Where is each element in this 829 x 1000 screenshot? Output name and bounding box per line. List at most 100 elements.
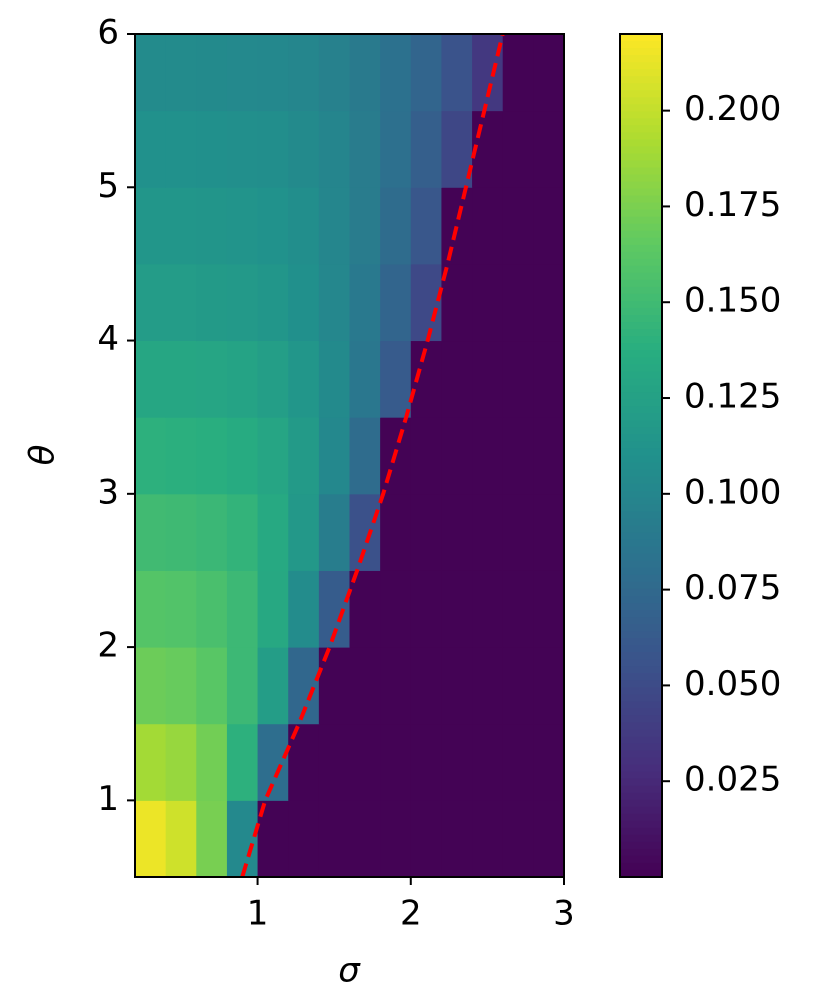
heatmap-cell	[318, 417, 350, 495]
heatmap-cell	[288, 417, 320, 495]
x-tick-label: 1	[247, 894, 269, 934]
colorbar-segment	[620, 645, 662, 653]
colorbar-segment	[620, 729, 662, 738]
heatmap-cell	[226, 800, 259, 878]
heatmap-cell	[257, 723, 289, 801]
colorbar-segment	[620, 230, 662, 239]
heatmap-cell	[349, 340, 381, 418]
colorbar-segment	[620, 455, 662, 464]
colorbar-segment	[620, 680, 662, 688]
heatmap-cell	[257, 263, 289, 342]
x-tick-label: 2	[400, 894, 422, 934]
colorbar-segment	[620, 567, 662, 576]
heatmap-cell	[472, 493, 504, 571]
colorbar-segment	[620, 581, 662, 590]
heatmap-cell	[288, 263, 320, 342]
heatmap-cell	[257, 570, 289, 648]
colorbar-segment	[620, 371, 662, 379]
colorbar-segment	[620, 237, 662, 246]
heatmap-cell	[135, 110, 167, 188]
heatmap-cell	[226, 110, 259, 188]
heatmap-cell	[196, 263, 228, 342]
colorbar-segment	[620, 553, 662, 562]
colorbar-segment	[620, 469, 662, 478]
heatmap-cell	[165, 800, 197, 878]
heatmap-cell	[196, 187, 228, 265]
y-tick-label: 6	[97, 13, 119, 53]
heatmap-cell	[135, 417, 167, 495]
heatmap-cell	[502, 187, 534, 265]
colorbar-segment	[620, 574, 662, 583]
heatmap-cell	[318, 187, 350, 265]
colorbar-segment	[620, 434, 662, 443]
heatmap-cell	[472, 263, 504, 342]
heatmap-cell	[502, 110, 534, 188]
heatmap-cell	[257, 417, 289, 495]
colorbar-segment	[620, 546, 662, 555]
colorbar-segment	[620, 83, 662, 91]
colorbar-segment	[620, 174, 662, 183]
colorbar-segment	[620, 293, 662, 302]
colorbar-segment	[620, 420, 662, 428]
colorbar-segment	[620, 518, 662, 527]
colorbar-segment	[620, 603, 662, 611]
colorbar-segment	[620, 813, 662, 822]
colorbar-segment	[620, 869, 662, 878]
heatmap-cell	[533, 187, 565, 265]
heatmap-cell	[349, 417, 381, 495]
colorbar-segment	[620, 315, 662, 323]
heatmap-cell	[226, 417, 259, 495]
heatmap-cell	[533, 34, 565, 112]
heatmap-cell	[226, 493, 259, 571]
heatmap-cell	[318, 263, 350, 342]
colorbar-segment	[620, 188, 662, 197]
heatmap-cell	[349, 263, 381, 342]
colorbar-segment	[620, 160, 662, 169]
colorbar-segment	[620, 399, 662, 407]
heatmap-cell	[226, 34, 259, 112]
heatmap-cell	[441, 493, 473, 571]
heatmap-cell	[196, 493, 228, 571]
colorbar-segment	[620, 216, 662, 225]
colorbar-segment	[620, 525, 662, 534]
colorbar-segment	[620, 511, 662, 520]
colorbar-segment	[620, 406, 662, 414]
heatmap-cell	[165, 263, 197, 342]
colorbar-segment	[620, 167, 662, 176]
colorbar-segment	[620, 48, 662, 56]
heatmap-cell	[226, 723, 259, 801]
colorbar-segment	[620, 202, 662, 211]
colorbar-segment	[620, 778, 662, 787]
heatmap-cell	[533, 723, 565, 801]
colorbar-segment	[620, 69, 662, 77]
heatmap-cell	[349, 647, 381, 725]
heatmap-cell	[226, 263, 259, 342]
colorbar-segment	[620, 792, 662, 801]
colorbar-segment	[620, 490, 662, 499]
heatmap-cell	[349, 110, 381, 188]
colorbar-segment	[620, 413, 662, 421]
heatmap-cell	[257, 187, 289, 265]
colorbar-segment	[620, 820, 662, 829]
colorbar-segment	[620, 300, 662, 309]
heatmap-cell	[533, 263, 565, 342]
heatmap-cell	[533, 493, 565, 571]
colorbar-segment	[620, 462, 662, 471]
colorbar-segment	[620, 722, 662, 731]
heatmap-cell	[410, 723, 442, 801]
y-tick-label: 2	[97, 626, 119, 666]
heatmap-cell	[472, 723, 504, 801]
heatmap-cell	[257, 647, 289, 725]
colorbar-segment	[620, 132, 662, 140]
colorbar-segment	[620, 181, 662, 190]
heatmap-cell	[533, 417, 565, 495]
heatmap-cell	[441, 647, 473, 725]
colorbar-segment	[620, 307, 662, 316]
x-tick-label: 3	[553, 894, 575, 934]
heatmap-cell	[441, 570, 473, 648]
colorbar-segment	[620, 799, 662, 808]
colorbar-segment	[620, 483, 662, 492]
heatmap-cell	[165, 417, 197, 495]
colorbar-segment	[620, 329, 662, 337]
